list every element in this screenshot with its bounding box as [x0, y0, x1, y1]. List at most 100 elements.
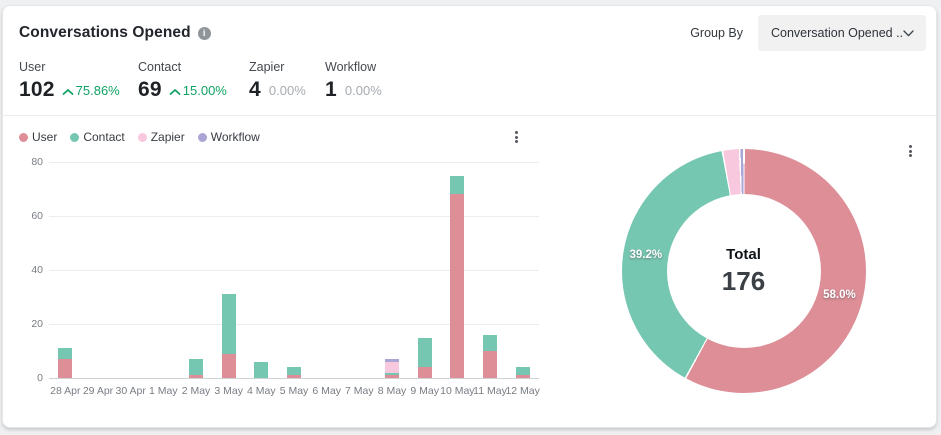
trend-up-icon — [169, 88, 181, 96]
bar-segment-contact — [417, 337, 432, 368]
bar-segment-user — [450, 194, 465, 378]
legend-label: User — [32, 130, 58, 144]
card-header: Conversations Opened i Group By Conversa… — [3, 6, 936, 51]
y-tick-label: 0 — [37, 372, 43, 384]
stat-value: 4 — [249, 78, 261, 101]
bar-segment-user — [417, 367, 432, 378]
stat-change: 0.00% — [268, 82, 306, 98]
legend-label: Workflow — [210, 130, 260, 144]
bar-chart-menu-icon[interactable] — [507, 128, 525, 146]
x-tick-label: 12 May — [505, 385, 540, 397]
gridline — [49, 324, 539, 325]
bar-segment-user — [58, 359, 73, 378]
bar-chart-panel: User Contact Zapier Workflow 0 20 40 60 80 28 Ap… — [3, 116, 551, 426]
bar-segment-zapier — [385, 361, 399, 373]
info-icon[interactable]: i — [197, 26, 211, 40]
bar-segment-contact — [221, 294, 236, 354]
section-divider — [3, 115, 936, 116]
stat-value: 1 — [325, 78, 337, 101]
bar-segment-contact — [189, 359, 203, 376]
donut-chart: Total 176 58.0% 39.2% — [621, 149, 866, 393]
y-tick-label: 80 — [31, 156, 43, 168]
x-tick-label: 1 May — [149, 385, 178, 397]
conversations-opened-card: Conversations Opened i Group By Conversa… — [2, 5, 937, 428]
x-axis-line — [49, 378, 539, 379]
stat-value: 102 — [19, 78, 55, 101]
legend-dot — [137, 132, 147, 142]
bar-segment-contact — [287, 367, 301, 376]
group-by-dropdown[interactable]: Conversation Opened ... — [758, 15, 926, 51]
bar-12-may — [515, 367, 530, 378]
legend-item-zapier[interactable]: Zapier — [137, 130, 185, 144]
legend-item-contact[interactable]: Contact — [70, 130, 125, 144]
group-by-label: Group By — [690, 26, 743, 40]
page-title: Conversations Opened — [19, 24, 191, 41]
bar-segment-contact — [254, 361, 269, 378]
bar-segment-contact — [483, 334, 497, 351]
x-tick-label: 28 Apr — [50, 385, 81, 397]
stat-change: 15.00% — [182, 82, 227, 98]
y-tick-label: 20 — [31, 318, 43, 330]
chart-legend: User Contact Zapier Workflow — [19, 130, 260, 144]
group-by-control: Group By Conversation Opened ... — [690, 15, 926, 51]
bar-11-may — [483, 334, 497, 378]
bar-4-may — [254, 361, 269, 378]
chevron-down-icon — [903, 29, 914, 37]
x-tick-label: 4 May — [247, 385, 276, 397]
legend-item-workflow[interactable]: Workflow — [197, 130, 260, 144]
x-tick-label: 5 May — [279, 385, 309, 397]
stats-row: User 102 75.86% Contact 69 15.00% Zapier 4 0.00%… — [19, 60, 936, 102]
charts-row: User Contact Zapier Workflow 0 20 40 60 80 28 Ap… — [3, 116, 936, 426]
stat-workflow: Workflow 1 0.00% — [325, 60, 382, 102]
x-tick-label: 11 May — [473, 385, 507, 397]
x-tick-label: 2 May — [181, 385, 211, 397]
legend-dot — [70, 132, 80, 142]
y-tick-label: 40 — [31, 264, 43, 276]
donut-total-value: 176 — [721, 265, 766, 296]
bar-segment-user — [515, 375, 530, 378]
donut-chart-panel: Total 176 58.0% 39.2% — [551, 116, 936, 426]
bar-segment-contact — [515, 367, 530, 376]
slice-label-contact: 39.2% — [629, 249, 663, 262]
gridline — [49, 270, 539, 271]
donut-chart-menu-icon[interactable] — [901, 142, 919, 160]
legend-dot — [19, 132, 28, 142]
header-title-group: Conversations Opened i — [19, 24, 211, 42]
x-tick-label: 3 May — [214, 385, 243, 397]
stat-value: 69 — [138, 78, 162, 101]
legend-dot — [197, 132, 207, 142]
stat-user: User 102 75.86% — [19, 60, 138, 102]
donut-total-label: Total — [726, 245, 761, 263]
bar-segment-workflow — [385, 359, 399, 362]
x-tick-label: 30 Apr — [115, 385, 146, 397]
bar-9-may — [417, 337, 432, 378]
bar-segment-user — [189, 375, 203, 378]
gridline — [49, 216, 539, 217]
x-tick-label: 9 May — [410, 385, 439, 397]
legend-label: Contact — [83, 130, 125, 144]
bar-3-may — [221, 294, 236, 378]
stat-change: 75.86% — [75, 82, 120, 98]
legend-item-user[interactable]: User — [19, 130, 57, 144]
bar-segment-user — [385, 375, 399, 378]
stat-zapier: Zapier 4 0.00% — [249, 60, 325, 102]
bar-8-may — [385, 359, 399, 378]
trend-up-icon — [62, 88, 74, 96]
bar-segment-contact — [385, 372, 399, 376]
bar-2-may — [189, 359, 203, 378]
stat-contact: Contact 69 15.00% — [138, 60, 249, 102]
bar-segment-user — [287, 375, 301, 378]
bar-segment-user — [221, 353, 236, 378]
gridline — [49, 162, 539, 163]
bar-5-may — [287, 367, 301, 378]
x-tick-label: 29 Apr — [82, 385, 114, 397]
bar-28-apr — [58, 348, 73, 378]
stat-label: Workflow — [325, 60, 377, 74]
bar-segment-contact — [58, 348, 73, 360]
stacked-bar-chart: 0 20 40 60 80 28 Apr 29 Apr 30 Apr 1 May 2 May 3 M… — [19, 156, 541, 404]
y-tick-label: 60 — [31, 210, 43, 222]
stat-label: Zapier — [249, 60, 285, 74]
bar-segment-contact — [450, 175, 465, 195]
stat-label: User — [19, 60, 46, 74]
x-tick-label: 6 May — [312, 385, 341, 397]
